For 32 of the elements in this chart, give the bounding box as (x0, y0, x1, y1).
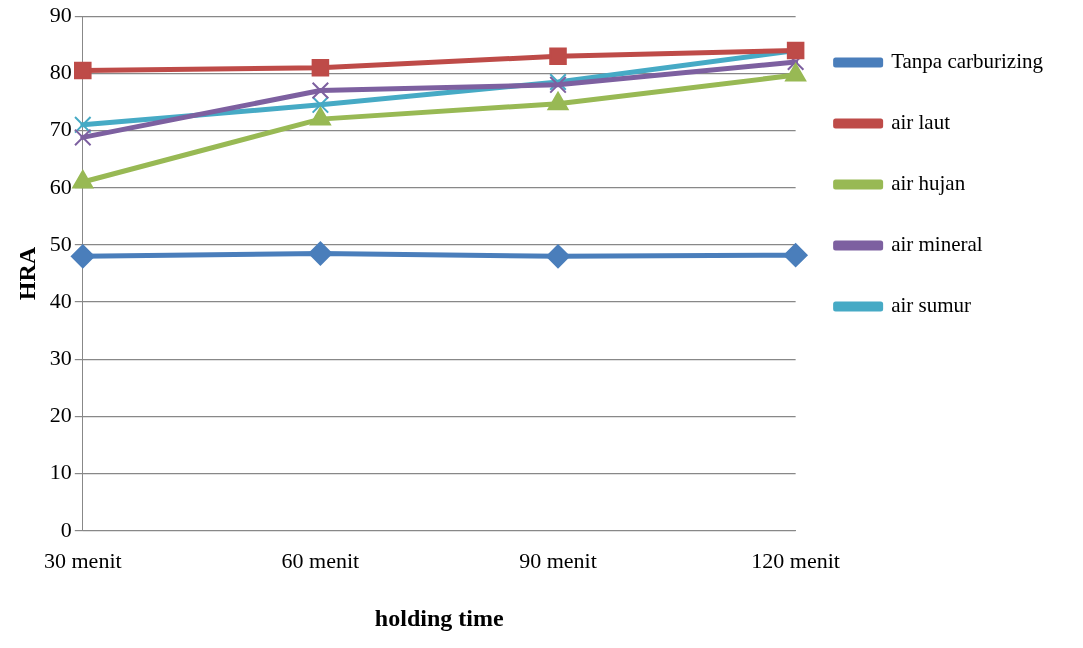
y-tick-label: 20 (49, 402, 72, 428)
legend-label: air sumur (891, 293, 972, 318)
legend-label: air hujan (891, 171, 966, 196)
y-axis-title: HRA (13, 246, 40, 301)
legend-label: air laut (891, 110, 951, 135)
y-tick-label: 70 (49, 116, 72, 142)
x-tick-label: 30 menit (44, 547, 122, 573)
y-tick-label: 40 (49, 287, 72, 313)
point (74, 61, 92, 80)
point (311, 58, 330, 77)
point (311, 96, 330, 114)
point (70, 244, 95, 269)
point (74, 128, 92, 147)
y-tick-label: 10 (49, 459, 72, 485)
legend-label: air mineral (891, 232, 983, 257)
point (549, 47, 567, 65)
x-tick-label: 90 menit (519, 547, 597, 573)
x-tick-label: 60 menit (281, 547, 360, 573)
y-tick-label: 60 (49, 173, 72, 199)
point (74, 116, 92, 134)
y-tick-label: 90 (49, 1, 72, 27)
point (546, 244, 571, 269)
point (783, 243, 808, 268)
y-tick-label: 0 (60, 516, 72, 542)
y-tick-label: 80 (49, 59, 72, 85)
legend-label: Tanpa carburizing (891, 49, 1044, 74)
x-axis-title: holding time (374, 604, 504, 631)
y-tick-label: 30 (49, 345, 72, 371)
x-tick-label: 120 menit (751, 547, 840, 573)
point (308, 241, 333, 266)
y-tick-label: 50 (49, 230, 72, 256)
point (311, 81, 330, 100)
